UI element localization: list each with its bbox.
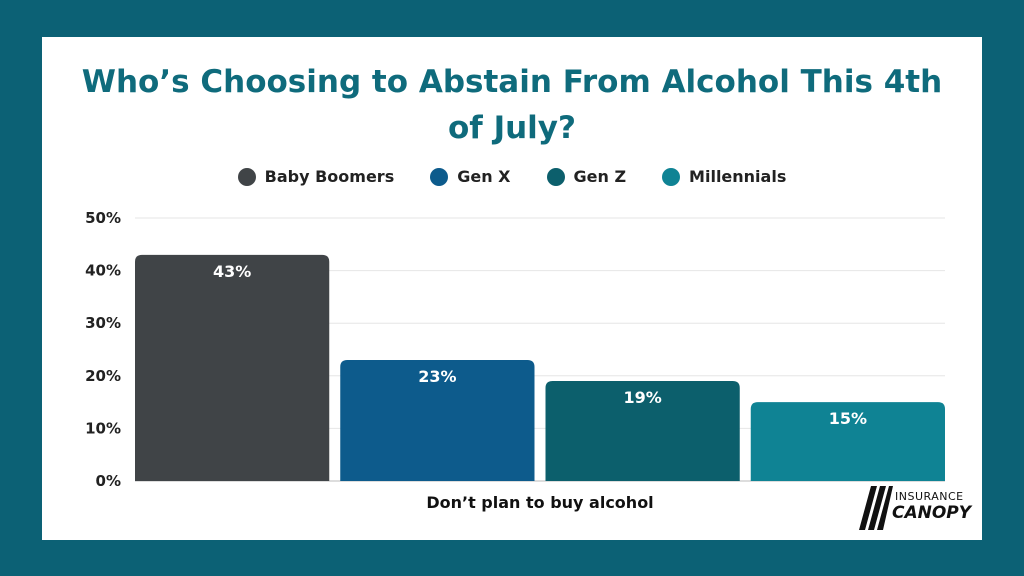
x-category-label: Don’t plan to buy alcohol: [426, 493, 653, 512]
bar-data-label: 43%: [213, 262, 251, 281]
legend-swatch: [662, 167, 681, 186]
legend-swatch: [237, 167, 256, 186]
legend-item-gen-x: Gen X: [430, 167, 511, 186]
legend-label: Gen X: [457, 167, 511, 186]
bar-baby-boomers: [135, 254, 330, 481]
legend-label: Baby Boomers: [264, 167, 395, 186]
bar-millennials: [750, 402, 945, 481]
logo-top-text: INSURANCE: [895, 490, 964, 503]
bar-data-label: 23%: [418, 367, 456, 386]
bar-gen-z: [545, 381, 740, 481]
legend-item-millennials: Millennials: [662, 167, 786, 186]
chart-title: Who’s Choosing to Abstain From Alcohol T…: [81, 64, 943, 146]
y-tick-label: 30%: [85, 314, 121, 332]
bar-chart-plot: 0% 10% 20% 30% 40% 50% 43% 23% 19% 15% Don’t plan …: [85, 209, 945, 512]
y-tick-label: 40%: [85, 262, 121, 280]
bar-gen-x: [340, 360, 535, 481]
insurance-canopy-logo: INSURANCE CANOPY: [859, 484, 971, 532]
legend-label: Gen Z: [573, 167, 627, 186]
legend-swatch: [430, 167, 449, 186]
legend-item-gen-z: Gen Z: [546, 167, 627, 186]
legend-item-baby-boomers: Baby Boomers: [237, 167, 395, 186]
y-tick-label: 20%: [85, 367, 121, 385]
chart-card: Who’s Choosing to Abstain From Alcohol T…: [42, 37, 982, 540]
y-tick-label: 50%: [85, 209, 121, 227]
y-tick-label: 0%: [96, 472, 121, 490]
y-tick-label: 10%: [85, 419, 121, 437]
bar-data-label: 19%: [623, 388, 661, 407]
legend-label: Millennials: [689, 167, 787, 186]
logo-stripes-icon: [859, 486, 893, 530]
bar-data-label: 15%: [829, 409, 867, 428]
logo-bottom-text: CANOPY: [892, 503, 972, 523]
legend-swatch: [546, 167, 565, 186]
legend: Baby Boomers Gen X Gen Z Millennials: [42, 167, 982, 186]
